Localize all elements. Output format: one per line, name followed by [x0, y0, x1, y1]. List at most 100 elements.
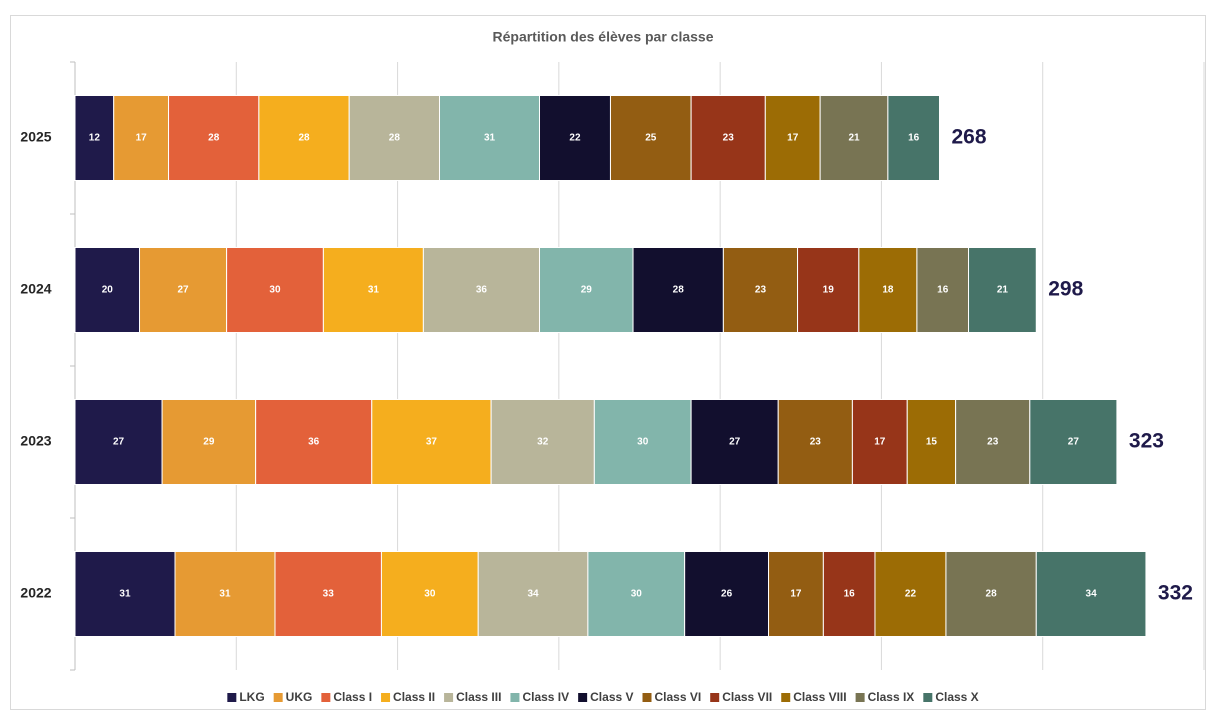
bar-segment — [858, 247, 918, 333]
bar-segment — [916, 247, 970, 333]
y-tick-label: 2025 — [20, 129, 51, 145]
data-label: 37 — [426, 437, 438, 448]
data-label: 28 — [298, 133, 310, 144]
legend-swatch — [578, 693, 588, 702]
legend-label: Class VI — [655, 690, 702, 704]
data-label: 23 — [755, 285, 767, 296]
legend-label: Class X — [935, 690, 978, 704]
legend-label: Class II — [393, 690, 435, 704]
bar-segment — [380, 551, 479, 637]
total-label: 268 — [951, 126, 986, 149]
data-label: 34 — [527, 589, 539, 600]
data-label: 16 — [908, 133, 920, 144]
y-tick-label: 2023 — [20, 433, 51, 449]
data-label: 28 — [673, 285, 685, 296]
bar-segment — [593, 399, 692, 485]
data-label: 17 — [787, 133, 799, 144]
data-label: 30 — [424, 589, 436, 600]
data-label: 21 — [997, 285, 1009, 296]
chart-title: Répartition des élèves par classe — [493, 29, 714, 45]
bar-segment — [690, 399, 779, 485]
data-label: 21 — [848, 133, 860, 144]
data-label: 30 — [631, 589, 643, 600]
bar-segment — [945, 551, 1037, 637]
bar-segment — [255, 399, 373, 485]
data-label: 36 — [476, 285, 488, 296]
bar-segment — [684, 551, 770, 637]
bar-segment — [822, 551, 876, 637]
legend-swatch — [710, 693, 720, 702]
data-label: 27 — [113, 437, 125, 448]
total-label: 323 — [1129, 430, 1164, 453]
data-label: 22 — [905, 589, 917, 600]
data-label: 12 — [89, 133, 101, 144]
legend-label: Class III — [456, 690, 501, 704]
bar-segment — [439, 95, 541, 181]
data-label: 32 — [537, 437, 549, 448]
data-label: 25 — [645, 133, 657, 144]
data-label: 31 — [119, 589, 131, 600]
bar-segment — [113, 95, 170, 181]
legend-swatch — [855, 693, 865, 702]
data-label: 16 — [844, 589, 856, 600]
bar-segment — [609, 95, 692, 181]
legend-label: UKG — [286, 690, 313, 704]
data-label: 19 — [823, 285, 835, 296]
bar-segment — [887, 95, 940, 181]
y-tick-label: 2024 — [20, 281, 51, 297]
bar-segment — [1029, 399, 1118, 485]
bar-segment — [632, 247, 724, 333]
bar-segment — [764, 95, 821, 181]
data-label: 29 — [581, 285, 593, 296]
legend-swatch — [510, 693, 520, 702]
bar-segment — [490, 399, 595, 485]
bar-segment — [477, 551, 589, 637]
total-label: 332 — [1158, 582, 1193, 605]
bar-segment — [422, 247, 541, 333]
data-label: 34 — [1086, 589, 1098, 600]
data-label: 17 — [790, 589, 802, 600]
bar-segment — [722, 247, 799, 333]
data-label: 31 — [219, 589, 231, 600]
legend-swatch — [781, 693, 791, 702]
bar-segment — [851, 399, 908, 485]
total-label: 298 — [1048, 278, 1083, 301]
data-label: 28 — [389, 133, 401, 144]
legend-swatch — [227, 693, 237, 702]
data-label: 27 — [177, 285, 189, 296]
legend-swatch — [642, 693, 652, 702]
bar-segment — [768, 551, 824, 637]
data-label: 17 — [136, 133, 148, 144]
data-label: 23 — [810, 437, 822, 448]
data-label: 28 — [986, 589, 998, 600]
data-label: 18 — [882, 285, 894, 296]
data-label: 31 — [368, 285, 380, 296]
legend-label: Class IX — [868, 690, 915, 704]
bar-segment — [968, 247, 1037, 333]
bar-segment — [258, 95, 350, 181]
data-label: 23 — [987, 437, 999, 448]
data-label: 17 — [874, 437, 886, 448]
legend-label: Class IV — [522, 690, 569, 704]
data-label: 27 — [729, 437, 741, 448]
data-label: 23 — [723, 133, 735, 144]
bar-segment — [226, 247, 324, 333]
data-label: 28 — [208, 133, 220, 144]
legend-swatch — [381, 693, 391, 702]
data-label: 29 — [203, 437, 215, 448]
data-label: 27 — [1068, 437, 1080, 448]
bar-segment — [819, 95, 889, 181]
legend-swatch — [444, 693, 454, 702]
y-tick-label: 2022 — [20, 585, 51, 601]
legend-label: Class I — [333, 690, 372, 704]
data-label: 33 — [323, 589, 335, 600]
bar-segment — [539, 95, 611, 181]
bar-segment — [1035, 551, 1147, 637]
data-label: 20 — [102, 285, 114, 296]
bar-segment — [539, 247, 634, 333]
data-label: 26 — [721, 589, 733, 600]
legend-label: LKG — [239, 690, 264, 704]
data-label: 16 — [937, 285, 949, 296]
data-label: 30 — [269, 285, 281, 296]
